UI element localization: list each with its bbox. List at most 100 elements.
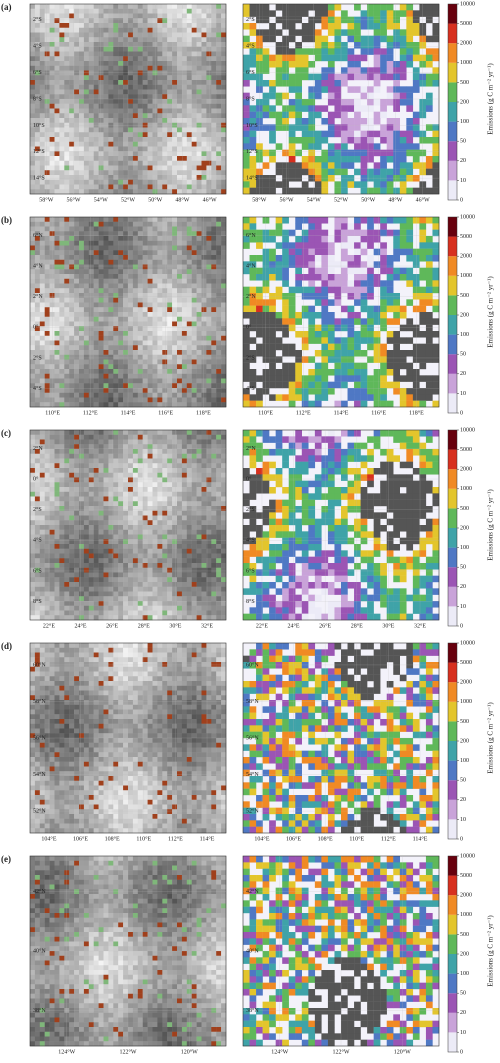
cell: [69, 84, 75, 90]
cell: [137, 137, 143, 142]
cell: [64, 103, 70, 109]
cell: [399, 48, 407, 55]
cell: [132, 108, 138, 114]
cell: [172, 221, 178, 227]
cell: [295, 369, 302, 376]
cell: [83, 331, 89, 336]
cell: [347, 337, 355, 344]
cell: [113, 84, 119, 90]
cell: [44, 84, 50, 90]
cell: [49, 27, 55, 33]
cell: [83, 13, 89, 19]
cell: [206, 331, 212, 336]
cell: [432, 168, 440, 176]
cell: [354, 381, 361, 389]
cell: [249, 137, 257, 144]
cell: [347, 305, 355, 313]
cell: [128, 65, 134, 71]
cell: [211, 250, 217, 256]
cell: [191, 165, 197, 171]
cell: [386, 381, 394, 389]
cell: [113, 240, 119, 246]
cell: [412, 388, 420, 395]
cell: [406, 162, 414, 169]
cell: [49, 37, 55, 43]
cell: [186, 51, 192, 57]
cell: [386, 261, 394, 268]
cell: [196, 70, 202, 76]
cell: [282, 124, 289, 131]
cell: [327, 255, 335, 262]
cell: [321, 388, 329, 395]
cell: [211, 231, 217, 237]
cell: [425, 318, 433, 325]
cell: [367, 35, 374, 43]
cell: [128, 217, 134, 222]
cell: [98, 307, 104, 313]
cell: [167, 269, 173, 275]
cell: [79, 27, 85, 33]
cell: [172, 264, 178, 270]
cell: [54, 312, 60, 317]
cell: [49, 65, 55, 71]
cell: [406, 35, 414, 43]
cell: [308, 248, 316, 256]
cell: [221, 27, 227, 33]
cell: [221, 37, 227, 43]
cell: [132, 51, 138, 57]
cell: [147, 297, 153, 303]
cell: [172, 397, 178, 403]
cell: [137, 430, 143, 435]
cell: [186, 221, 192, 227]
cell: [113, 369, 119, 374]
cell: [181, 51, 187, 57]
cell: [132, 84, 138, 90]
cell: [354, 42, 361, 49]
cell: [157, 335, 163, 341]
cell: [79, 179, 85, 185]
cell: [243, 362, 250, 370]
cell: [59, 75, 65, 81]
cell: [314, 312, 322, 319]
cell: [380, 181, 387, 188]
cell: [172, 175, 178, 180]
cell: [206, 434, 212, 440]
cell: [360, 267, 368, 275]
cell: [74, 80, 80, 85]
cell: [191, 127, 197, 133]
cell: [206, 80, 212, 85]
cell: [347, 61, 355, 68]
cell: [167, 156, 173, 161]
cell: [406, 223, 414, 230]
cell: [425, 312, 433, 319]
cell: [347, 261, 355, 268]
cell: [221, 302, 227, 308]
cell: [93, 61, 99, 66]
cell: [79, 189, 85, 195]
cell: [221, 137, 227, 142]
colorbar-segment: [448, 334, 457, 355]
cell: [380, 286, 387, 294]
cell: [44, 350, 50, 355]
cell: [191, 250, 197, 256]
cell: [142, 434, 148, 440]
cell: [108, 226, 114, 232]
cell: [211, 75, 217, 81]
cell: [98, 326, 104, 332]
cell: [186, 378, 192, 384]
cell: [54, 27, 60, 33]
cell: [93, 156, 99, 161]
cell: [406, 236, 414, 243]
cell: [128, 383, 134, 389]
cell: [108, 132, 114, 138]
cell: [137, 94, 143, 100]
cell: [30, 453, 36, 459]
cell: [59, 61, 65, 66]
cell: [88, 250, 94, 256]
x-tick-label: 114°E: [121, 409, 136, 416]
cell: [93, 13, 99, 19]
cell: [93, 37, 99, 43]
cell: [30, 189, 36, 195]
cell: [211, 137, 217, 142]
cell: [79, 170, 85, 176]
